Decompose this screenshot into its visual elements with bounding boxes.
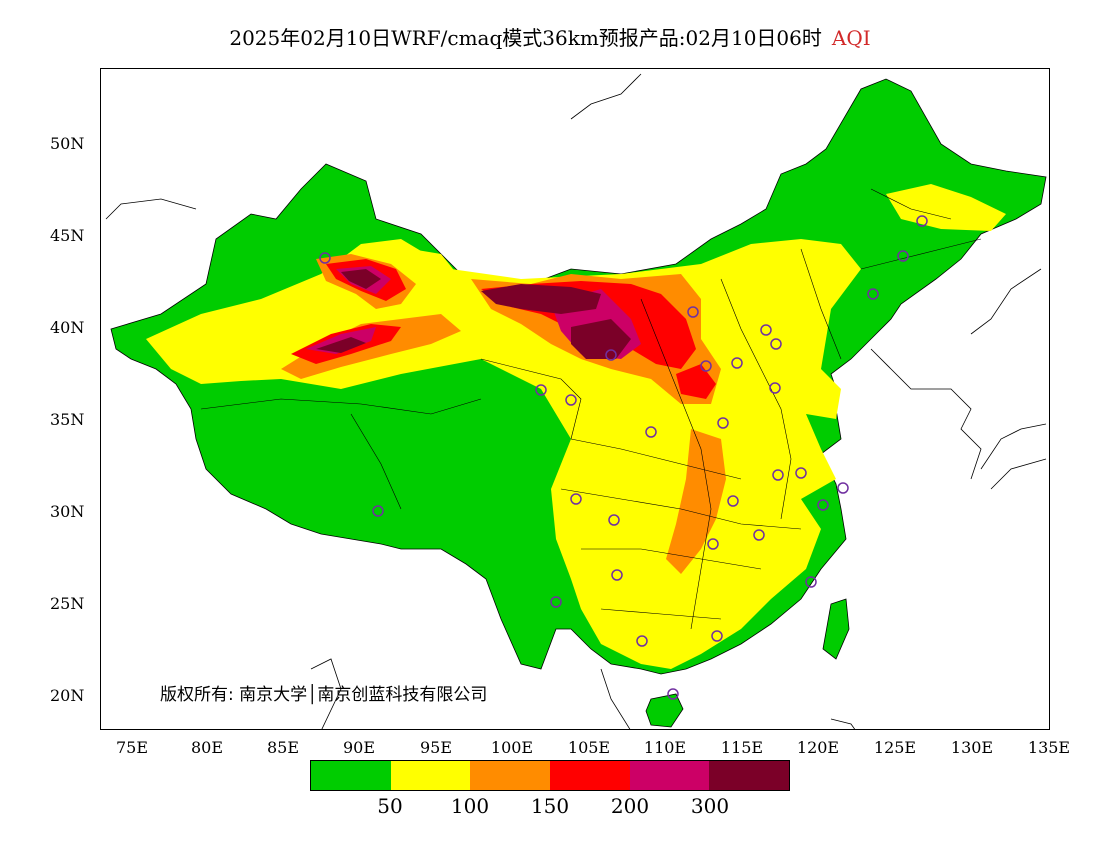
x-tick-label: 80E: [190, 738, 224, 757]
legend-tick-label: 300: [690, 794, 730, 818]
y-tick-label: 25N: [50, 594, 85, 613]
legend-swatch: [709, 761, 790, 790]
aqi-zone-hazardous-core: [571, 319, 631, 359]
taiwan-island: [822, 598, 850, 660]
aqi-legend-bar: [310, 760, 790, 791]
legend-swatch: [550, 761, 630, 790]
legend-swatch: [470, 761, 551, 790]
aqi-zone-hazardous: [481, 284, 601, 314]
x-tick-label: 75E: [115, 738, 149, 757]
legend-swatch: [311, 761, 391, 790]
y-tick-label: 30N: [50, 502, 85, 521]
x-tick-label: 115E: [720, 738, 764, 757]
x-tick-label: 85E: [266, 738, 300, 757]
y-tick-label: 40N: [50, 318, 85, 337]
map-title: 2025年02月10日WRF/cmaq模式36km预报产品:02月10日06时 A…: [0, 22, 1100, 51]
aqi-map-svg: [105, 73, 1047, 729]
x-tick-label: 120E: [796, 738, 840, 757]
city-markers: [319, 215, 928, 700]
x-tick-label: 90E: [342, 738, 376, 757]
y-tick-label: 20N: [50, 686, 85, 705]
title-main: 2025年02月10日WRF/cmaq模式36km预报产品:02月10日06时: [229, 26, 822, 50]
aqi-map-panel: [100, 68, 1050, 730]
y-tick-label: 45N: [50, 226, 85, 245]
x-tick-label: 130E: [950, 738, 994, 757]
x-tick-label: 100E: [490, 738, 534, 757]
aqi-zone-usg-central: [666, 429, 726, 574]
legend-tick-label: 50: [377, 794, 403, 818]
aqi-zone-hazardous-west: [316, 337, 366, 353]
aqi-zone-moderate-northeast: [886, 184, 1006, 231]
copyright-notice: 版权所有: 南京大学│南京创蓝科技有限公司: [160, 685, 488, 705]
legend-tick-label: 150: [530, 794, 570, 818]
x-tick-label: 135E: [1027, 738, 1071, 757]
province-boundaries: [200, 188, 982, 630]
x-tick-label: 95E: [419, 738, 453, 757]
coastlines: [105, 73, 1047, 729]
legend-tick-label: 200: [610, 794, 650, 818]
aqi-zone-hazardous-xj: [341, 269, 381, 289]
x-tick-label: 105E: [567, 738, 611, 757]
aqi-zone-unhealthy-hebei: [676, 364, 716, 399]
hainan-island: [645, 693, 684, 728]
x-tick-label: 125E: [873, 738, 917, 757]
title-pollutant: AQI: [831, 26, 871, 50]
legend-tick-label: 100: [450, 794, 490, 818]
y-tick-label: 35N: [50, 410, 85, 429]
legend-swatch: [629, 761, 710, 790]
y-tick-label: 50N: [50, 134, 85, 153]
legend-swatch: [390, 761, 471, 790]
x-tick-label: 110E: [643, 738, 687, 757]
